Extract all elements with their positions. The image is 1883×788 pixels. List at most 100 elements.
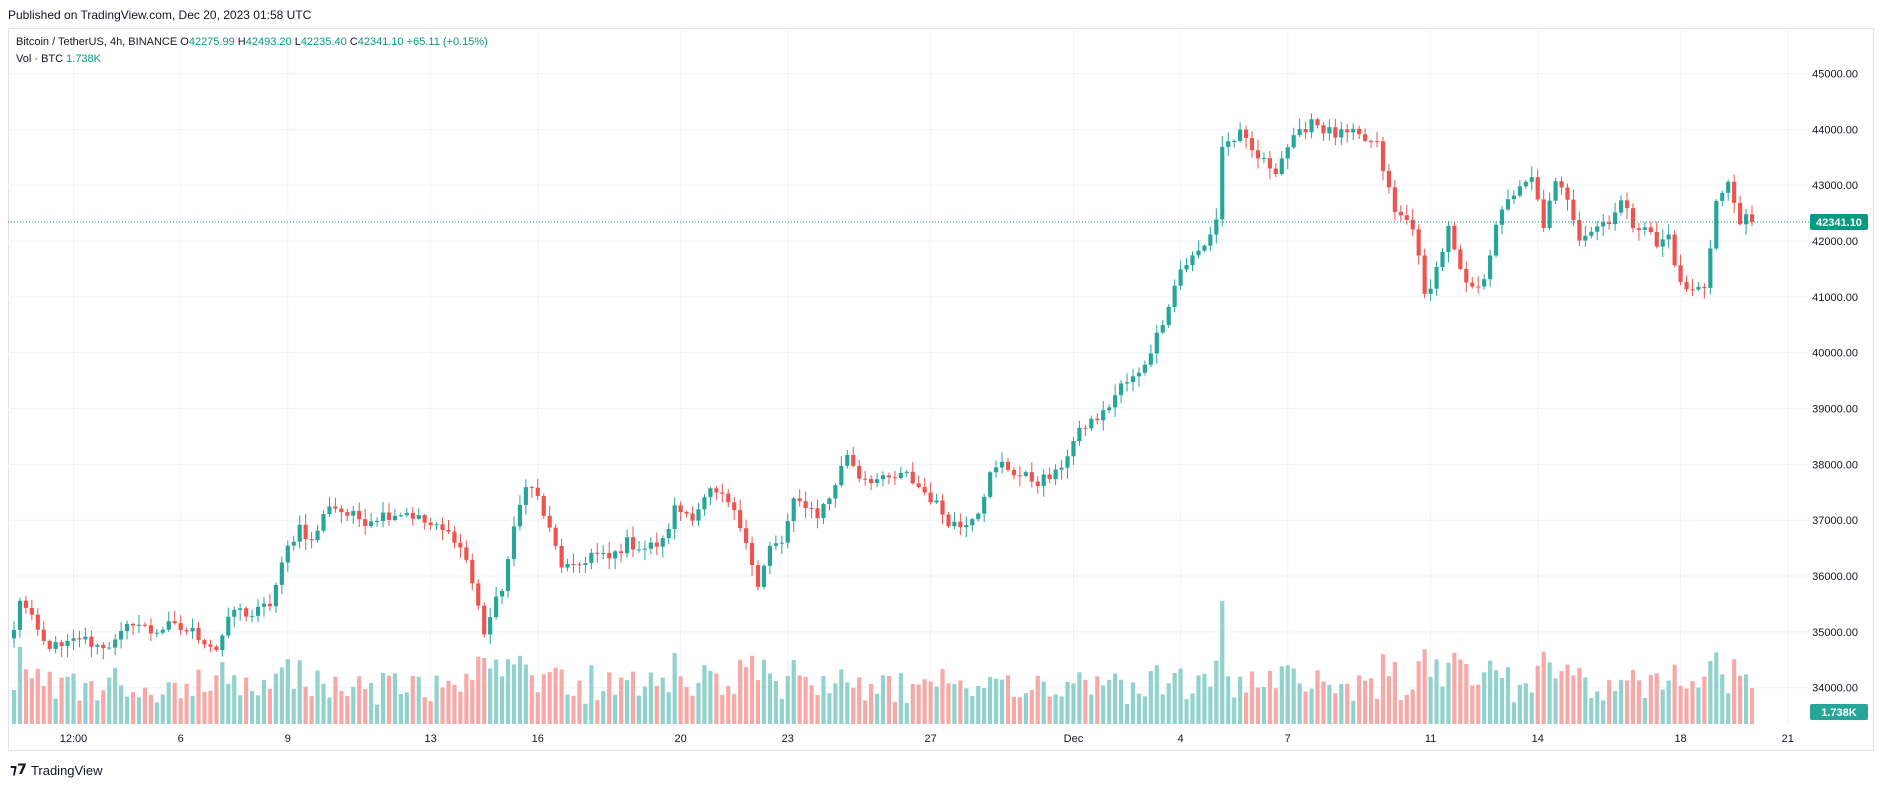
volume-bar: [1214, 660, 1219, 724]
candle-body: [1446, 225, 1451, 252]
candle-body: [494, 596, 499, 618]
volume-bar: [607, 672, 612, 724]
close-label: C: [349, 36, 358, 48]
time-tick-label: 18: [1674, 733, 1686, 745]
candle-body: [273, 584, 278, 607]
volume-bar: [982, 687, 987, 724]
volume-bar: [744, 666, 749, 724]
volume-bar: [374, 704, 380, 724]
candle-body: [208, 644, 213, 647]
candle-body: [1428, 288, 1433, 294]
volume-bar: [821, 676, 826, 724]
tradingview-logo[interactable]: ⁊7 TradingView: [10, 762, 102, 778]
candle-body: [339, 508, 344, 513]
candle-body: [1333, 127, 1338, 138]
volume-bar: [940, 669, 945, 724]
candle-body: [589, 552, 594, 564]
volume-bar: [1363, 680, 1368, 724]
volume-bar: [77, 700, 82, 724]
volume-bar: [1345, 683, 1350, 724]
volume-bar: [1089, 694, 1094, 724]
volume-bar: [1368, 678, 1374, 724]
volume-bar: [678, 676, 683, 724]
candle-body: [1351, 128, 1356, 133]
volume-title[interactable]: Vol · BTC: [16, 53, 64, 65]
candle-body: [95, 644, 100, 647]
candle-body: [1553, 181, 1558, 201]
candle-body: [255, 606, 261, 616]
candle-body: [1493, 224, 1499, 256]
candle-body: [1488, 255, 1493, 280]
volume-bar: [773, 681, 778, 724]
volume-bar: [35, 668, 40, 724]
volume-bar: [809, 685, 814, 724]
volume-bar: [541, 674, 546, 724]
volume-bar: [1297, 683, 1302, 724]
candle-body: [440, 524, 445, 530]
candle-body: [1523, 181, 1528, 187]
volume-bar: [190, 695, 195, 724]
time-tick-label: Dec: [1064, 733, 1084, 745]
volume-bar: [29, 678, 34, 724]
volume-bar: [761, 659, 767, 724]
candle-body: [1404, 215, 1409, 220]
volume-bar: [749, 655, 755, 724]
candle-body: [1714, 200, 1719, 249]
volume-bar: [898, 672, 903, 724]
volume-bar: [476, 656, 481, 724]
volume-bar: [505, 659, 511, 724]
volume-bar: [660, 677, 665, 724]
volume-bar: [1678, 685, 1683, 724]
candle-body: [1077, 427, 1082, 442]
candle-body: [886, 475, 892, 478]
volume-bar: [803, 676, 808, 724]
volume-bar: [101, 690, 106, 724]
candle-body: [601, 552, 606, 554]
price-tick-label: 35000.00: [1812, 627, 1858, 639]
candle-body: [1613, 212, 1618, 225]
time-tick-label: 14: [1532, 733, 1544, 745]
volume-bar: [619, 677, 624, 724]
volume-bar: [672, 652, 677, 724]
volume-bar: [1517, 684, 1522, 724]
candle-body: [1118, 383, 1124, 396]
volume-bar: [470, 680, 475, 724]
candle-body: [214, 646, 219, 651]
volume-bar: [738, 660, 743, 724]
candle-body: [398, 515, 403, 517]
candle-body: [732, 502, 737, 511]
volume-bar: [1529, 692, 1534, 724]
candle-body: [1226, 141, 1231, 147]
candle-body: [708, 488, 713, 498]
volume-bar: [1601, 700, 1606, 724]
candle-body: [482, 605, 487, 635]
candle-body: [1505, 199, 1511, 210]
candle-body: [464, 547, 469, 560]
candle-body: [1630, 208, 1636, 229]
volume-bar: [1511, 702, 1517, 724]
candle-body: [1678, 265, 1683, 282]
volume-bar: [1321, 681, 1326, 724]
candle-body: [922, 486, 927, 493]
candle-body: [1303, 129, 1308, 133]
candle-body: [458, 542, 463, 548]
volume-bar: [1434, 659, 1439, 724]
volume-bar: [1458, 659, 1463, 724]
time-tick-label: 20: [675, 733, 687, 745]
candle-body: [11, 629, 17, 639]
candle-body: [249, 615, 255, 617]
candle-body: [351, 511, 356, 516]
candle-body: [1749, 214, 1755, 222]
price-tick-label: 36000.00: [1812, 571, 1858, 583]
candle-body: [386, 512, 392, 520]
candle-body: [541, 496, 546, 516]
price-tick-label: 34000.00: [1812, 683, 1858, 695]
volume-bar: [1642, 697, 1647, 724]
candle-body: [1368, 140, 1374, 142]
volume-bar: [565, 694, 570, 724]
chart-frame[interactable]: [8, 28, 1874, 751]
symbol-title[interactable]: Bitcoin / TetherUS, 4h, BINANCE: [16, 36, 178, 48]
volume-bar: [1482, 672, 1487, 724]
candle-body: [374, 520, 380, 522]
